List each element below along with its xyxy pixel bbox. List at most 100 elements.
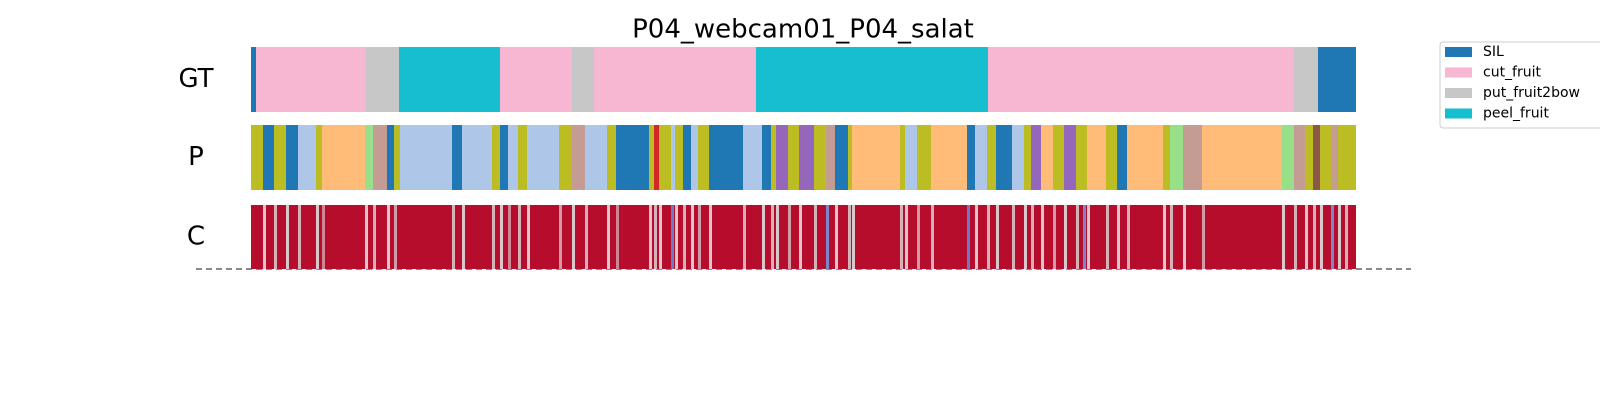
c-segment [607,205,610,269]
c-segment [788,205,791,269]
p-segment [1106,125,1117,190]
gt-segment [256,47,366,112]
c-segment [996,205,999,269]
p-segment [298,125,316,190]
c-segment [691,205,694,269]
p-segment [387,125,394,190]
p-segment [1087,125,1106,190]
chart-title: P04_webcam01_P04_salat [632,15,974,45]
p-segment [263,125,274,190]
c-segment [1163,205,1166,269]
c-segment [1064,205,1067,269]
p-segment [762,125,771,190]
p-segment [848,125,852,190]
p-segment [462,125,492,190]
c-segment [1127,205,1130,269]
p-segment [1294,125,1305,190]
c-segment [1170,205,1173,269]
p-segment [1338,125,1356,190]
c-segment [492,205,495,269]
p-segment [559,125,572,190]
c-segment [776,205,779,269]
c-segment [1338,205,1341,269]
p-segment [799,125,814,190]
c-segment [1106,205,1109,269]
c-segment [826,205,829,269]
c-segment [322,205,325,269]
c-segment [1083,205,1086,269]
p-segment [987,125,996,190]
p-segment [251,125,263,190]
p-segment [365,125,373,190]
c-segment [709,205,712,269]
p-segment [743,125,762,190]
c-segment [387,205,390,269]
p-segment [1282,125,1294,190]
c-segment [649,205,652,269]
p-segment [1041,125,1053,190]
p-segment [1127,125,1163,190]
p-segment [931,125,967,190]
p-segment [1305,125,1313,190]
legend-label: put_fruit2bow [1483,85,1580,101]
p-segment [826,125,835,190]
p-segment [905,125,917,190]
c-segment [743,205,746,269]
p-segment [1076,125,1087,190]
c-segment [698,205,701,269]
p-segment [527,125,559,190]
c-segment [771,205,774,269]
p-segment [616,125,649,190]
p-segment [1064,125,1076,190]
gt-segment [366,47,399,112]
c-segment [263,205,266,269]
p-segment [322,125,365,190]
p-segment [518,125,527,190]
p-segment [508,125,518,190]
p-segment [585,125,607,190]
c-segment [659,205,662,269]
p-segment [1031,125,1041,190]
gt-segment [988,47,1294,112]
p-segment [286,125,298,190]
c-segment [1183,205,1186,269]
c-segment [1345,205,1348,269]
p-segment [691,125,698,190]
c-segment [394,205,397,269]
c-segment [1294,205,1297,269]
gt-segment [500,47,572,112]
p-segment [373,125,387,190]
p-segment [1320,125,1331,190]
p-segment [1024,125,1031,190]
c-segment [654,205,657,269]
c-segment [1053,205,1056,269]
p-segment [852,125,900,190]
p-segment [607,125,616,190]
c-segment [462,205,465,269]
p-segment [967,125,975,190]
c-segment [905,205,908,269]
p-segment [698,125,709,190]
c-segment [373,205,376,269]
c-segment [298,205,301,269]
c-segment [1012,205,1015,269]
p-segment [1053,125,1064,190]
p-segment [1163,125,1170,190]
p-segment [776,125,788,190]
legend-swatch [1445,67,1472,78]
c-segment [616,205,619,269]
legend-label: peel_fruit [1483,106,1549,122]
c-segment [508,205,511,269]
c-segment [585,205,588,269]
gt-segment [572,47,594,112]
p-segment [683,125,691,190]
c-segment [967,205,970,269]
c-segment [835,205,838,269]
c-segment [1320,205,1323,269]
c-segment [1024,205,1027,269]
c-segment [931,205,934,269]
p-segment [996,125,1012,190]
c-segment [675,205,678,269]
c-segment [975,205,978,269]
p-segment [1202,125,1282,190]
